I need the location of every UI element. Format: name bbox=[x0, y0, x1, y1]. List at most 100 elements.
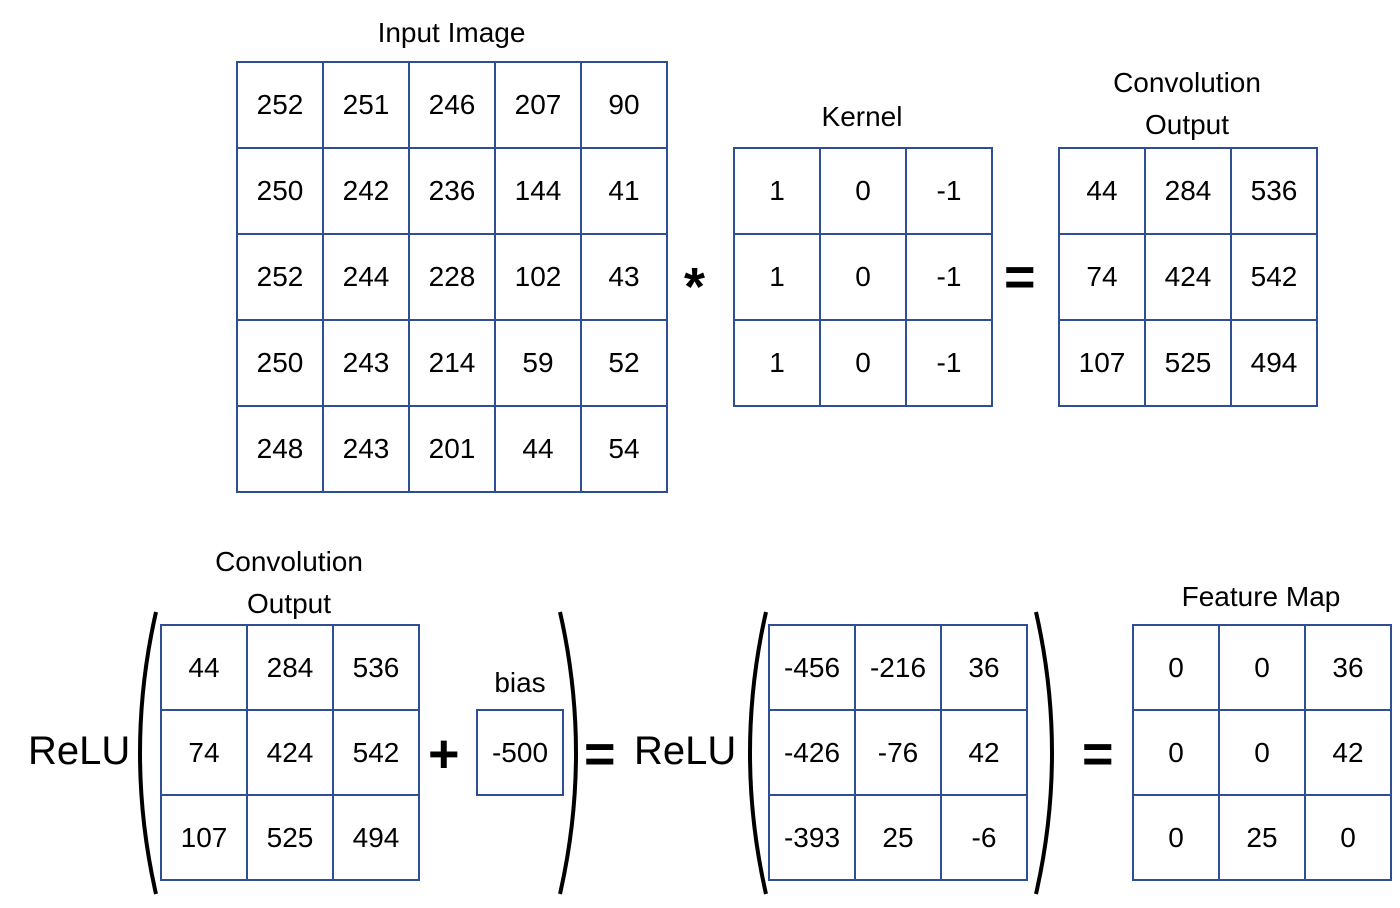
matrix-row: 1 0 -1 bbox=[733, 233, 993, 321]
feature-map-matrix: 0 0 36 0 0 42 0 25 0 bbox=[1132, 624, 1392, 881]
matrix-row: 44 284 536 bbox=[1058, 147, 1318, 235]
matrix-row: 0 25 0 bbox=[1132, 794, 1392, 881]
matrix-row: 0 0 36 bbox=[1132, 624, 1392, 711]
matrix-row: 1 0 -1 bbox=[733, 147, 993, 235]
matrix-cell: 251 bbox=[322, 61, 410, 149]
matrix-row: -456 -216 36 bbox=[768, 624, 1028, 711]
conv-output-top-title-line2: Output bbox=[1144, 109, 1230, 140]
matrix-cell: 0 bbox=[1218, 624, 1306, 711]
feature-map-title: Feature Map bbox=[1181, 581, 1341, 612]
kernel-matrix: 1 0 -1 1 0 -1 1 0 -1 bbox=[733, 147, 993, 407]
conv-output-top-matrix: 44 284 536 74 424 542 107 525 494 bbox=[1058, 147, 1318, 407]
matrix-cell: 107 bbox=[1058, 319, 1146, 407]
matrix-row: 1 0 -1 bbox=[733, 319, 993, 407]
plus-operator: + bbox=[428, 724, 460, 784]
matrix-cell: 44 bbox=[160, 624, 248, 711]
matrix-cell: 542 bbox=[1230, 233, 1318, 321]
matrix-cell: 90 bbox=[580, 61, 668, 149]
input-image-matrix: 252 251 246 207 90 250 242 236 144 41 252 244 228 102… bbox=[236, 61, 668, 493]
matrix-cell: 0 bbox=[819, 233, 907, 321]
sum-matrix: -456 -216 36 -426 -76 42 -393 25 -6 bbox=[768, 624, 1028, 881]
matrix-cell: 44 bbox=[1058, 147, 1146, 235]
matrix-row: 107 525 494 bbox=[1058, 319, 1318, 407]
matrix-cell: 52 bbox=[580, 319, 668, 407]
input-image-title: Input Image bbox=[377, 17, 526, 48]
matrix-cell: -426 bbox=[768, 709, 856, 796]
matrix-cell: 201 bbox=[408, 405, 496, 493]
matrix-cell: -456 bbox=[768, 624, 856, 711]
matrix-cell: 284 bbox=[1144, 147, 1232, 235]
matrix-cell: -1 bbox=[905, 147, 993, 235]
matrix-cell: 1 bbox=[733, 233, 821, 321]
matrix-cell: 0 bbox=[1304, 794, 1392, 881]
bias-title: bias bbox=[494, 667, 546, 698]
matrix-cell: 536 bbox=[332, 624, 420, 711]
matrix-row: 250 243 214 59 52 bbox=[236, 319, 668, 407]
left-paren-inner bbox=[748, 611, 768, 895]
matrix-cell: 1 bbox=[733, 147, 821, 235]
matrix-row: -393 25 -6 bbox=[768, 794, 1028, 881]
matrix-cell: 43 bbox=[580, 233, 668, 321]
matrix-cell: 250 bbox=[236, 319, 324, 407]
matrix-cell: 42 bbox=[1304, 709, 1392, 796]
matrix-cell: 59 bbox=[494, 319, 582, 407]
conv-output-bottom-matrix: 44 284 536 74 424 542 107 525 494 bbox=[160, 624, 420, 881]
right-paren-inner bbox=[1034, 611, 1054, 895]
matrix-row: 0 0 42 bbox=[1132, 709, 1392, 796]
matrix-row: 250 242 236 144 41 bbox=[236, 147, 668, 235]
kernel-title: Kernel bbox=[821, 101, 903, 132]
right-paren-outer bbox=[558, 611, 578, 895]
matrix-cell: 74 bbox=[1058, 233, 1146, 321]
matrix-cell: 243 bbox=[322, 319, 410, 407]
matrix-cell: 102 bbox=[494, 233, 582, 321]
matrix-cell: 107 bbox=[160, 794, 248, 881]
equals-operator-bottom-2: = bbox=[1082, 724, 1114, 784]
matrix-row: 107 525 494 bbox=[160, 794, 420, 881]
matrix-cell: 424 bbox=[246, 709, 334, 796]
matrix-cell: 36 bbox=[940, 624, 1028, 711]
matrix-cell: 0 bbox=[819, 147, 907, 235]
matrix-cell: 214 bbox=[408, 319, 496, 407]
matrix-cell: 207 bbox=[494, 61, 582, 149]
matrix-row: 252 244 228 102 43 bbox=[236, 233, 668, 321]
equals-operator-top: = bbox=[1004, 247, 1036, 307]
matrix-cell: 228 bbox=[408, 233, 496, 321]
matrix-cell: 236 bbox=[408, 147, 496, 235]
matrix-row: 248 243 201 44 54 bbox=[236, 405, 668, 493]
matrix-cell: 246 bbox=[408, 61, 496, 149]
matrix-cell: 248 bbox=[236, 405, 324, 493]
matrix-cell: 252 bbox=[236, 233, 324, 321]
matrix-cell: -216 bbox=[854, 624, 942, 711]
matrix-cell: -393 bbox=[768, 794, 856, 881]
matrix-cell: 42 bbox=[940, 709, 1028, 796]
convolution-operator: * bbox=[684, 257, 706, 317]
bias-box: -500 bbox=[476, 709, 564, 796]
matrix-row: 74 424 542 bbox=[1058, 233, 1318, 321]
matrix-cell: 250 bbox=[236, 147, 324, 235]
matrix-cell: 243 bbox=[322, 405, 410, 493]
matrix-cell: 0 bbox=[1132, 794, 1220, 881]
matrix-cell: -1 bbox=[905, 233, 993, 321]
matrix-cell: 525 bbox=[246, 794, 334, 881]
matrix-cell: -6 bbox=[940, 794, 1028, 881]
matrix-cell: 536 bbox=[1230, 147, 1318, 235]
matrix-cell: 36 bbox=[1304, 624, 1392, 711]
matrix-cell: 1 bbox=[733, 319, 821, 407]
matrix-cell: 494 bbox=[1230, 319, 1318, 407]
matrix-cell: 54 bbox=[580, 405, 668, 493]
matrix-cell: 25 bbox=[1218, 794, 1306, 881]
matrix-cell: 0 bbox=[1132, 709, 1220, 796]
matrix-cell: 44 bbox=[494, 405, 582, 493]
matrix-cell: 74 bbox=[160, 709, 248, 796]
relu-label-right: ReLU bbox=[634, 729, 737, 773]
matrix-cell: 494 bbox=[332, 794, 420, 881]
matrix-cell: 41 bbox=[580, 147, 668, 235]
matrix-row: -426 -76 42 bbox=[768, 709, 1028, 796]
matrix-row: 74 424 542 bbox=[160, 709, 420, 796]
conv-output-top-title-line1: Convolution bbox=[1113, 67, 1261, 98]
equals-operator-bottom-1: = bbox=[584, 724, 616, 784]
matrix-row: 44 284 536 bbox=[160, 624, 420, 711]
matrix-cell: 244 bbox=[322, 233, 410, 321]
matrix-cell: 242 bbox=[322, 147, 410, 235]
matrix-cell: 144 bbox=[494, 147, 582, 235]
